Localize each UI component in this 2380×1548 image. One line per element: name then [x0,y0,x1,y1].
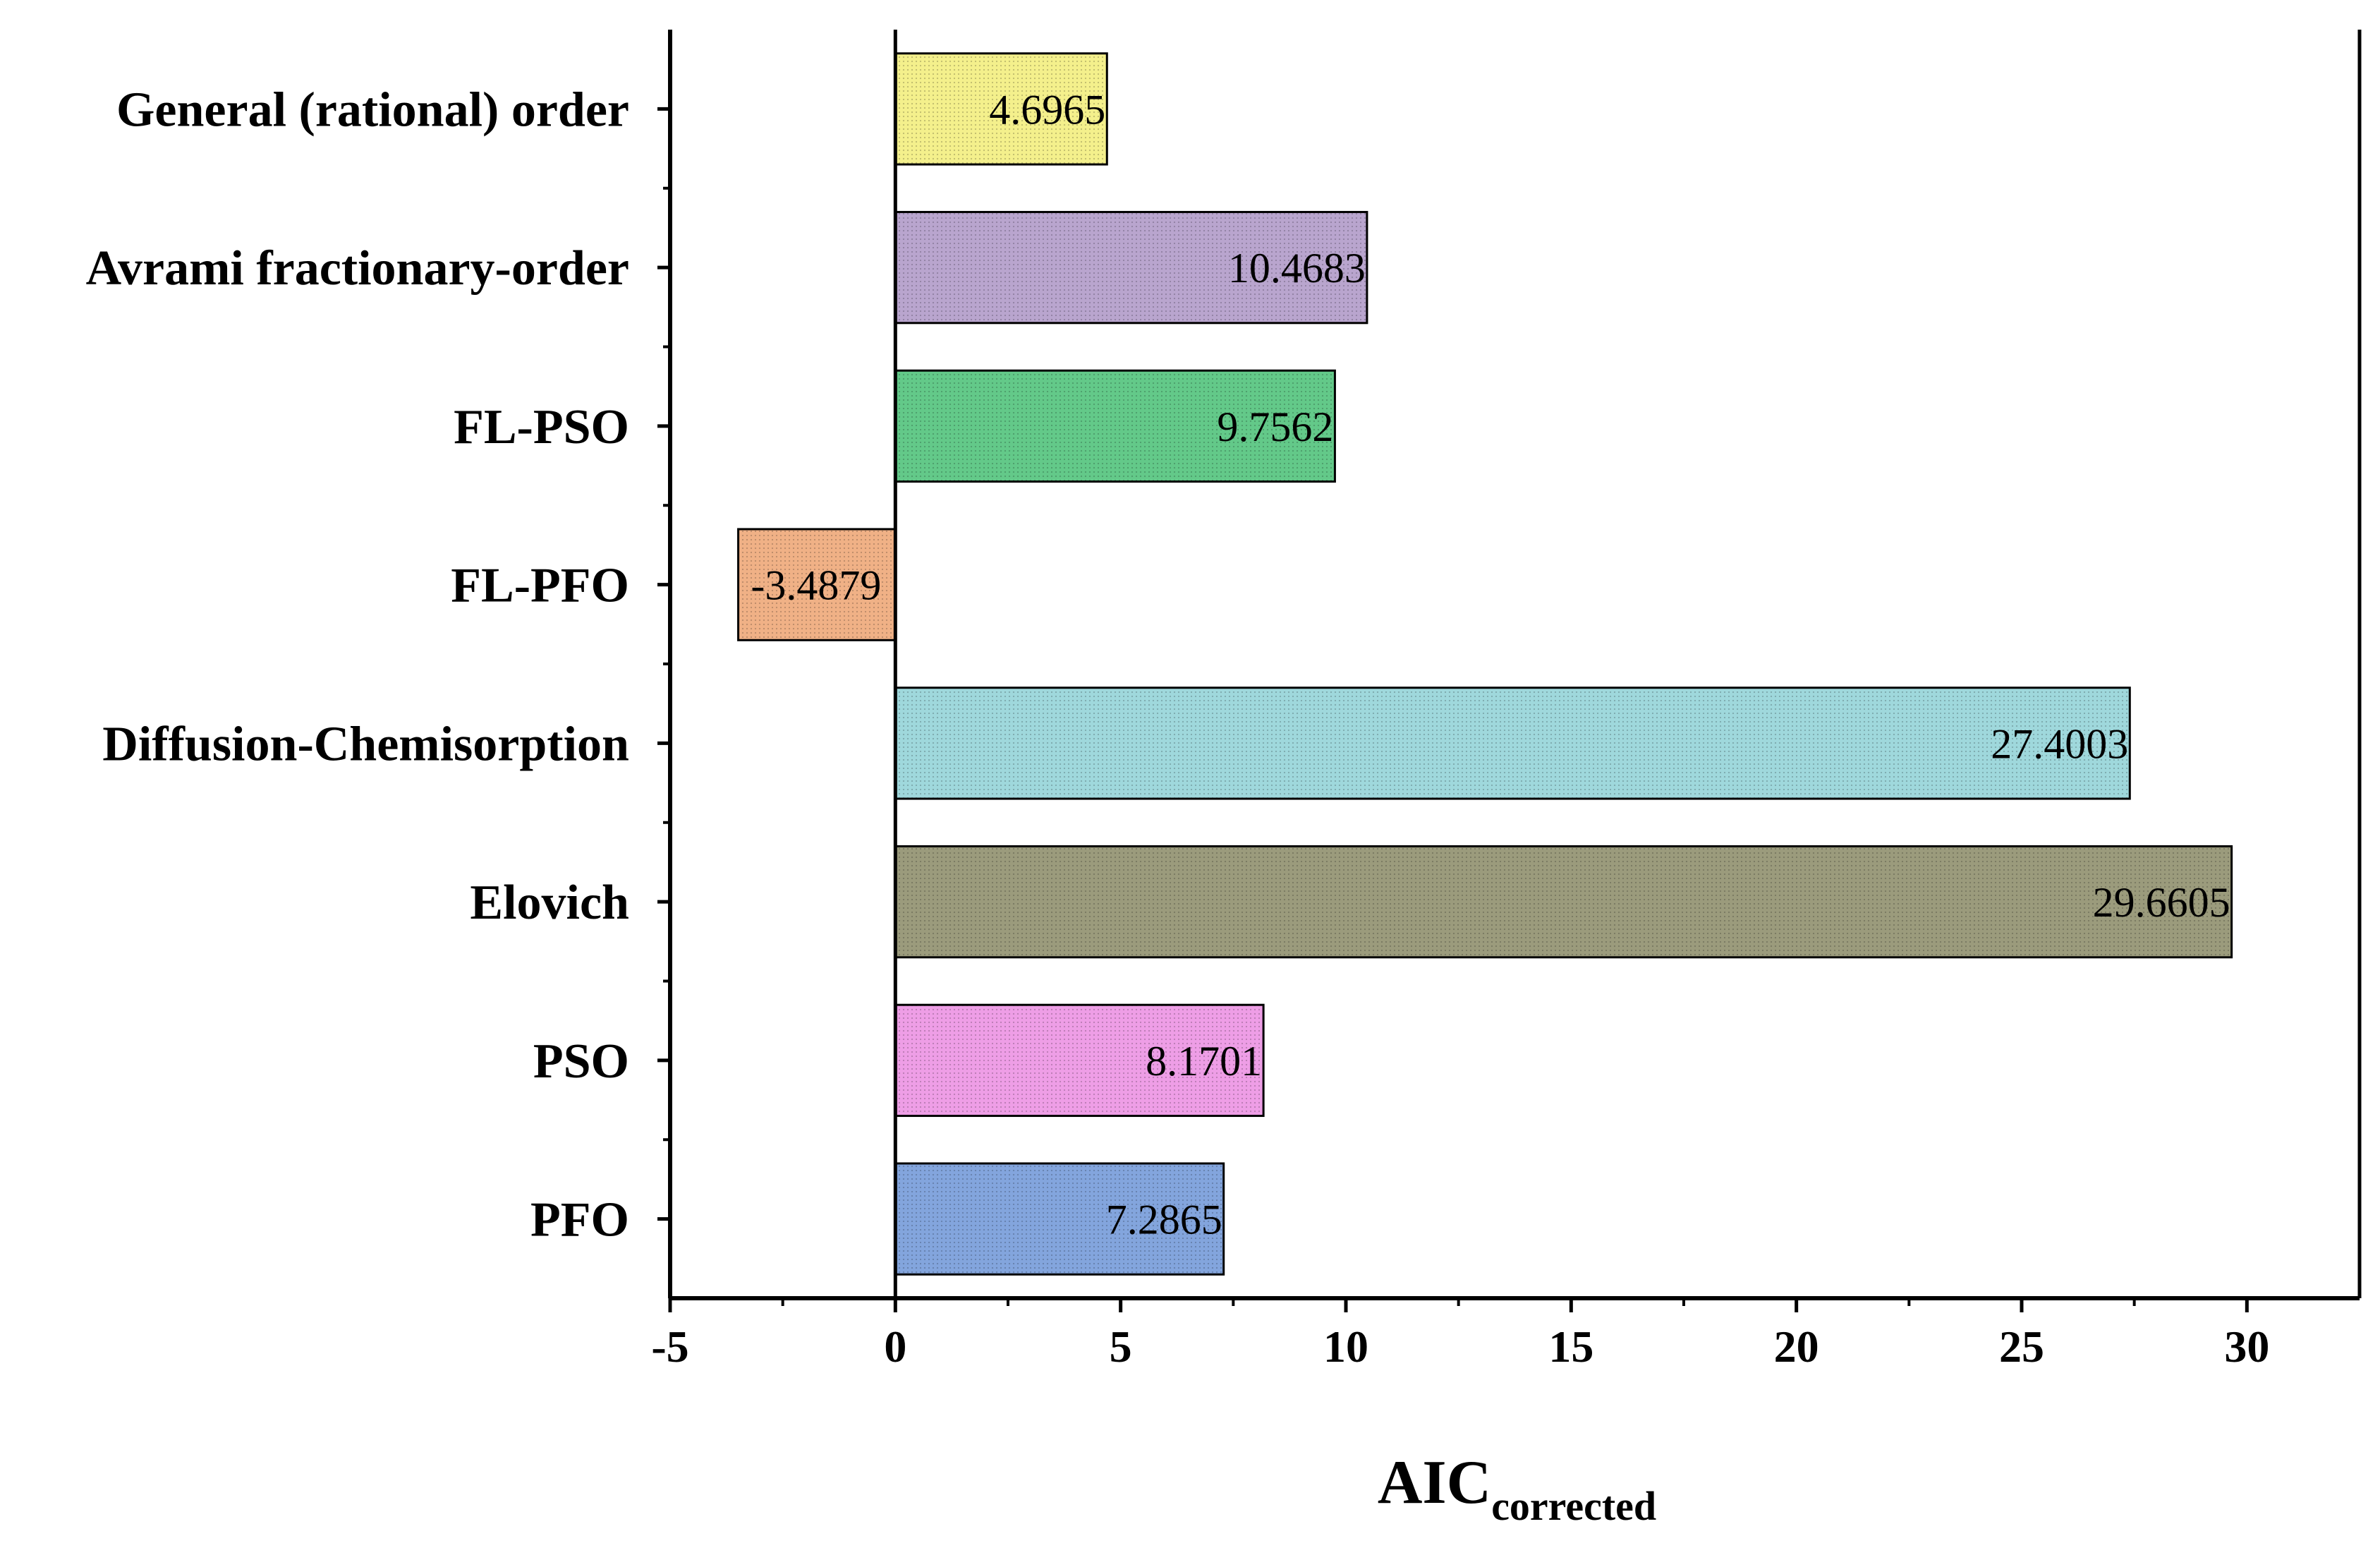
data-label: 10.4683 [1228,245,1366,291]
x-tick-label: -5 [651,1322,688,1372]
data-label: 27.4003 [1991,720,2128,767]
x-tick-label: 15 [1548,1322,1593,1372]
bar-outline [894,1003,1265,1118]
category-label: Diffusion-Chemisorption [102,717,629,771]
bar-outline [894,52,1108,166]
category-label: PSO [533,1034,629,1089]
bars-layer [737,52,2233,1276]
axes-layer [657,30,2362,1312]
x-tick-label: 30 [2224,1322,2269,1372]
category-label: PFO [530,1193,629,1247]
x-tick-label: 10 [1323,1322,1368,1372]
data-label: 9.7562 [1217,404,1333,450]
x-tick-label: 5 [1110,1322,1132,1372]
category-label: Avrami fractionary-order [86,241,629,296]
data-label: 4.6965 [989,86,1105,133]
data-label: 7.2865 [1106,1197,1222,1243]
x-tick-label: 25 [1999,1322,2044,1372]
bar-outline [894,845,2233,959]
data-label: -3.4879 [751,562,881,609]
category-label: FL-PFO [451,559,629,613]
x-axis-title-main: AIC [1378,1449,1491,1517]
data-label: 8.1701 [1146,1038,1262,1084]
bar-outline [894,1162,1225,1276]
x-axis-title: AICcorrected [1378,1449,1656,1529]
x-axis-title-subscript: corrected [1491,1483,1656,1529]
category-label: Elovich [470,876,629,930]
data-label: 29.6605 [2093,879,2230,926]
x-tick-label: 0 [884,1322,906,1372]
bar-outline [894,369,1336,483]
category-label: FL-PSO [454,400,629,454]
labels-layer: 4.6965 General (rational) order 10.4683 Avr… [86,83,2270,1529]
x-tick-label: 20 [1774,1322,1819,1372]
bar-outline [737,528,897,641]
category-label: General (rational) order [116,83,629,137]
bar-outline [894,687,2131,800]
